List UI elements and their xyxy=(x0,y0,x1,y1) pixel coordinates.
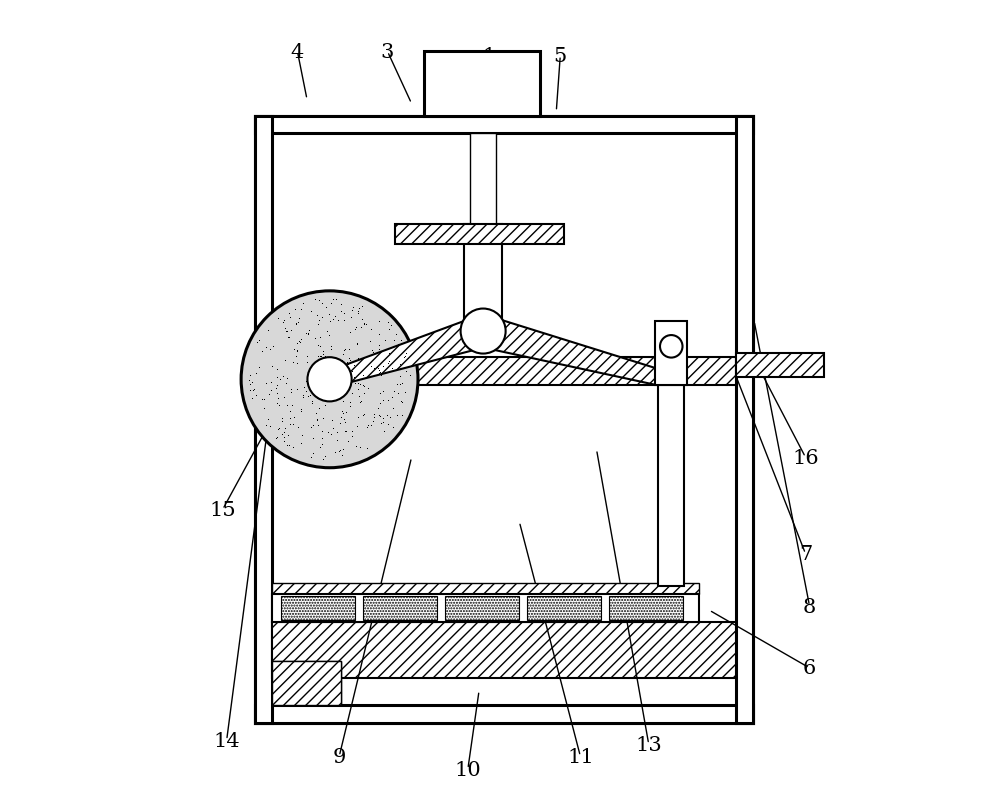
Bar xyxy=(272,622,736,679)
Bar xyxy=(255,116,753,134)
Bar xyxy=(655,321,687,385)
Text: 6: 6 xyxy=(803,658,816,678)
Bar xyxy=(609,597,683,620)
Bar xyxy=(424,52,540,116)
Bar xyxy=(736,353,824,377)
Text: 7: 7 xyxy=(799,544,812,564)
Bar xyxy=(445,597,519,620)
Text: 16: 16 xyxy=(792,448,819,467)
Bar xyxy=(272,661,341,705)
Circle shape xyxy=(241,291,418,468)
Text: 14: 14 xyxy=(213,731,240,750)
Bar xyxy=(272,594,699,622)
Bar xyxy=(255,705,753,723)
Bar xyxy=(527,597,601,620)
Bar xyxy=(736,116,753,723)
Bar xyxy=(281,597,355,620)
Bar xyxy=(272,583,699,594)
Bar xyxy=(464,225,502,329)
Bar xyxy=(272,357,736,385)
Text: 9: 9 xyxy=(333,747,346,766)
Text: 13: 13 xyxy=(635,735,662,754)
Text: 11: 11 xyxy=(567,747,594,766)
Text: 8: 8 xyxy=(803,597,816,616)
Polygon shape xyxy=(479,316,659,385)
Bar xyxy=(395,225,564,245)
Text: 4: 4 xyxy=(291,43,304,62)
Circle shape xyxy=(307,357,352,402)
Text: 1: 1 xyxy=(483,47,496,66)
Bar xyxy=(363,597,437,620)
Bar xyxy=(272,134,736,705)
Bar xyxy=(255,116,753,723)
Bar xyxy=(255,116,272,723)
Text: 5: 5 xyxy=(554,47,567,66)
Bar xyxy=(470,134,496,225)
Text: 3: 3 xyxy=(381,43,394,62)
Bar xyxy=(658,385,684,586)
Text: 10: 10 xyxy=(454,760,481,779)
Circle shape xyxy=(461,309,506,354)
Text: 15: 15 xyxy=(209,500,236,520)
Bar xyxy=(272,661,341,705)
Circle shape xyxy=(660,336,683,358)
Polygon shape xyxy=(327,316,488,388)
